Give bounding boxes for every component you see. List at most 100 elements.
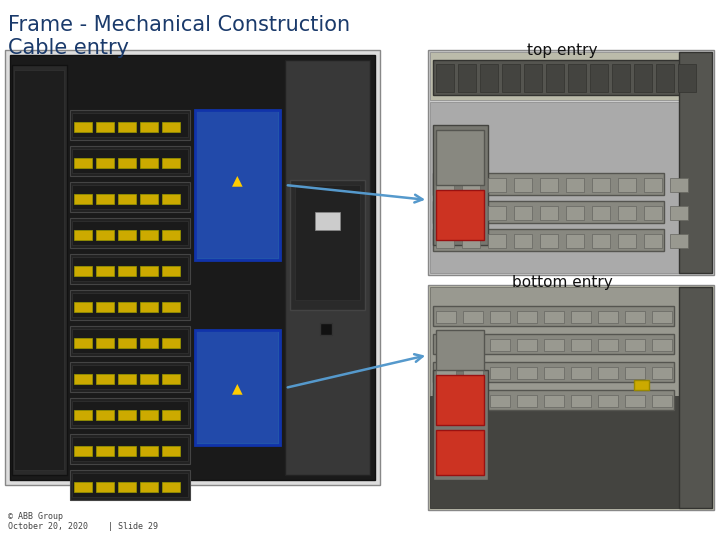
Bar xyxy=(433,370,488,480)
Bar xyxy=(598,367,618,379)
Bar xyxy=(5,50,380,485)
Bar xyxy=(96,158,114,168)
Bar xyxy=(162,446,180,456)
Bar xyxy=(162,338,180,348)
Text: Cable entry: Cable entry xyxy=(8,38,129,58)
Bar xyxy=(678,64,696,92)
Bar xyxy=(490,311,510,323)
Bar xyxy=(74,482,92,492)
Bar xyxy=(433,229,664,251)
Bar xyxy=(118,410,136,420)
Bar xyxy=(502,64,520,92)
Bar xyxy=(488,206,506,220)
Text: top entry: top entry xyxy=(527,43,598,58)
Bar xyxy=(544,367,564,379)
Bar xyxy=(634,64,652,92)
Bar xyxy=(436,178,454,192)
Bar xyxy=(140,338,158,348)
Bar xyxy=(517,339,537,351)
Bar xyxy=(670,206,688,220)
Bar xyxy=(197,112,278,258)
Bar xyxy=(514,178,532,192)
Bar xyxy=(463,367,483,379)
Bar xyxy=(162,374,180,384)
Bar xyxy=(74,194,92,204)
Text: Frame - Mechanical Construction: Frame - Mechanical Construction xyxy=(8,15,350,35)
Bar xyxy=(162,266,180,276)
Bar xyxy=(140,266,158,276)
Bar xyxy=(430,102,712,273)
Bar xyxy=(436,206,454,220)
Bar xyxy=(162,482,180,492)
Bar xyxy=(436,367,456,379)
Bar xyxy=(592,178,610,192)
Bar xyxy=(458,64,476,92)
Bar xyxy=(566,234,584,248)
Bar xyxy=(592,206,610,220)
Bar xyxy=(96,482,114,492)
Bar xyxy=(514,206,532,220)
Bar xyxy=(462,206,480,220)
Bar xyxy=(10,55,375,480)
Bar xyxy=(480,64,498,92)
Bar xyxy=(96,194,114,204)
Bar xyxy=(540,234,558,248)
Bar xyxy=(162,194,180,204)
Bar xyxy=(571,395,591,407)
Bar xyxy=(436,375,484,425)
Bar xyxy=(74,446,92,456)
Bar xyxy=(96,446,114,456)
Bar xyxy=(490,395,510,407)
Bar xyxy=(652,367,672,379)
Bar xyxy=(195,330,280,445)
Bar xyxy=(70,470,190,500)
Bar xyxy=(540,178,558,192)
Bar xyxy=(72,221,188,245)
Bar xyxy=(74,302,92,312)
Bar xyxy=(590,64,608,92)
Bar xyxy=(118,158,136,168)
Bar xyxy=(436,339,456,351)
Bar xyxy=(436,130,484,185)
Bar xyxy=(517,395,537,407)
Bar xyxy=(430,396,712,508)
Bar xyxy=(96,374,114,384)
Bar xyxy=(436,311,456,323)
Bar xyxy=(140,302,158,312)
Bar xyxy=(612,64,630,92)
Bar xyxy=(598,395,618,407)
Bar xyxy=(625,311,645,323)
Bar xyxy=(568,64,586,92)
Bar xyxy=(70,362,190,392)
Bar xyxy=(433,173,664,195)
Bar xyxy=(463,339,483,351)
Bar xyxy=(656,64,674,92)
Bar xyxy=(118,230,136,240)
Bar xyxy=(70,218,190,248)
Bar xyxy=(162,230,180,240)
Bar xyxy=(433,60,709,95)
Bar xyxy=(72,113,188,137)
Bar xyxy=(70,434,190,464)
Bar xyxy=(195,110,280,260)
Bar xyxy=(598,311,618,323)
Bar xyxy=(72,149,188,173)
Bar xyxy=(96,266,114,276)
Bar xyxy=(679,52,712,273)
Bar xyxy=(433,362,674,382)
Bar xyxy=(566,206,584,220)
Bar xyxy=(625,395,645,407)
Bar xyxy=(430,287,712,508)
Bar xyxy=(290,180,365,310)
Bar xyxy=(488,178,506,192)
Bar xyxy=(118,302,136,312)
Bar xyxy=(598,339,618,351)
Bar xyxy=(96,230,114,240)
Bar xyxy=(162,410,180,420)
Bar xyxy=(462,178,480,192)
Bar xyxy=(436,330,484,370)
Bar xyxy=(140,446,158,456)
Bar xyxy=(524,64,542,92)
Bar xyxy=(433,306,674,326)
Bar xyxy=(72,437,188,461)
